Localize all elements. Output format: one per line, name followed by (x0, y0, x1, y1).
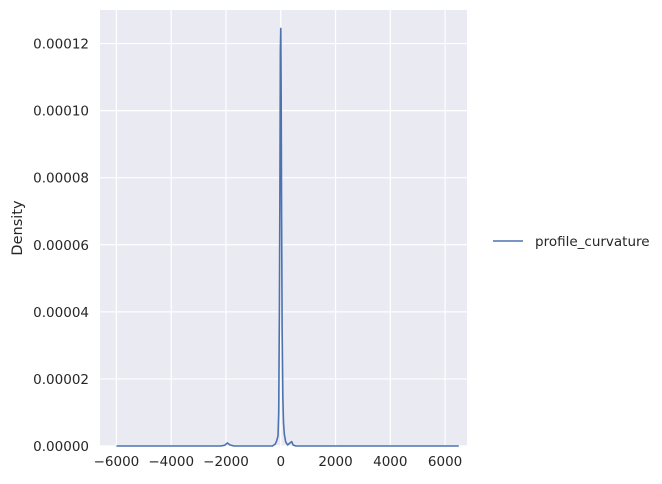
plot-area (100, 10, 467, 446)
x-tick-labels: −6000 −4000 −2000 0 2000 4000 6000 (94, 454, 463, 470)
x-tick-label: 0 (276, 454, 285, 470)
y-tick-labels: 0.00000 0.00002 0.00004 0.00006 0.00008 0.000… (33, 37, 89, 455)
y-gridlines (100, 42, 467, 447)
y-tick-label: 0.00008 (33, 171, 89, 187)
x-tick-label: −4000 (148, 454, 194, 470)
y-tick-label: 0.00012 (33, 37, 89, 53)
y-tick-label: 0.00006 (33, 238, 89, 254)
legend: profile_curvature (493, 234, 650, 250)
x-tick-label: −6000 (94, 454, 140, 470)
x-tick-label: 6000 (428, 454, 462, 470)
series-line-profile_curvature (116, 27, 459, 447)
y-tick-label: 0.00000 (33, 439, 89, 455)
y-axis-label: Density (10, 200, 26, 256)
y-tick-label: 0.00010 (33, 104, 89, 120)
legend-label: profile_curvature (535, 234, 650, 250)
y-tick-label: 0.00002 (33, 372, 89, 388)
x-tick-label: −2000 (203, 454, 249, 470)
x-tick-label: 4000 (373, 454, 407, 470)
y-tick-label: 0.00004 (33, 305, 89, 321)
series-layer (116, 27, 459, 447)
x-tick-label: 2000 (318, 454, 352, 470)
